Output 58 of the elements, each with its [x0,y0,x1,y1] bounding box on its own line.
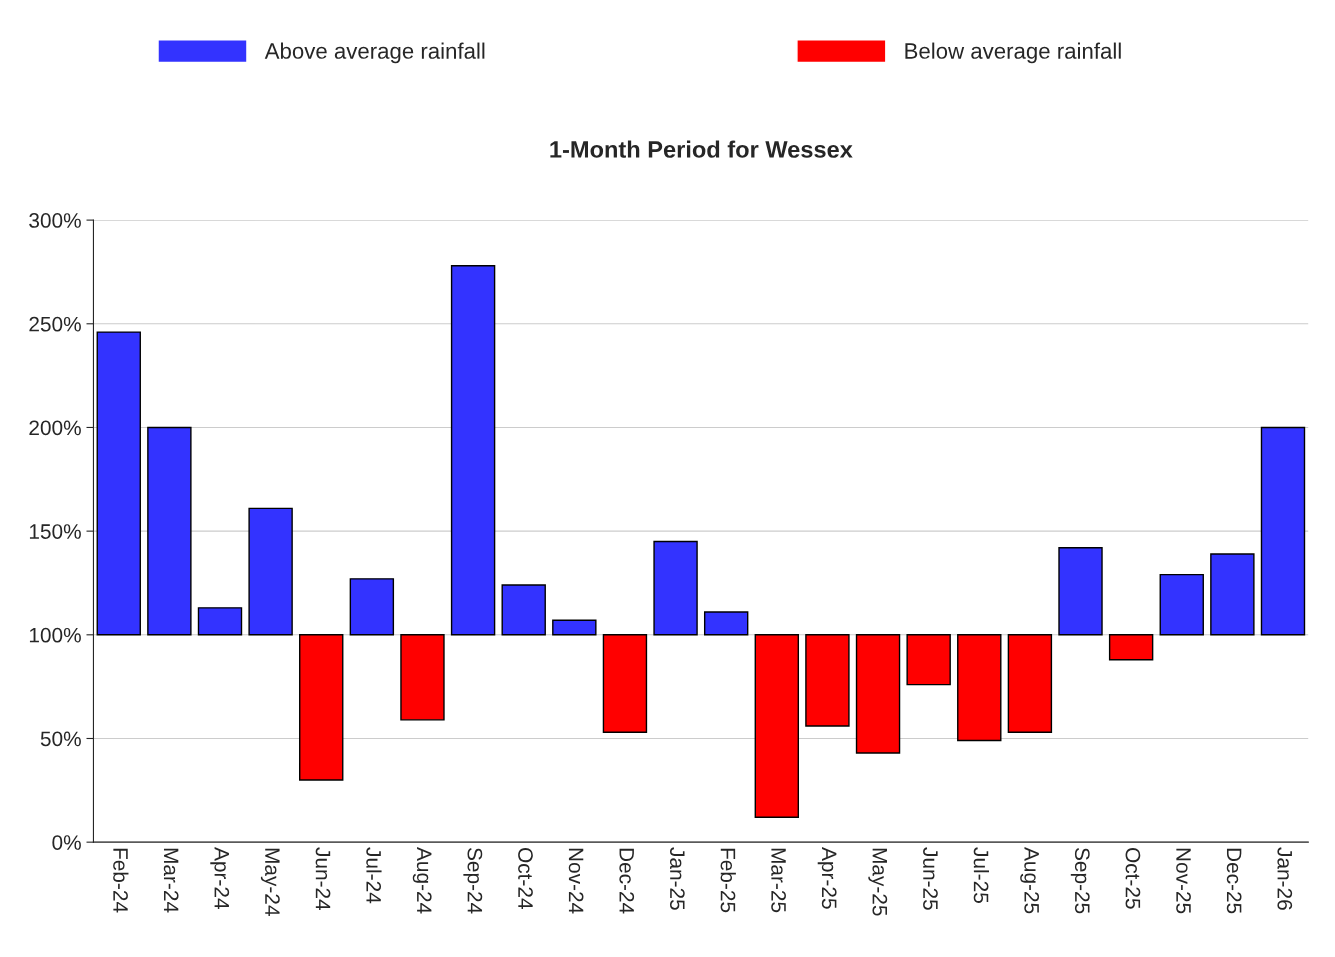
x-tick-label: Sep-24 [463,847,483,914]
bar [349,578,395,636]
bar [1108,634,1154,661]
x-tick-label: Jan-25 [669,847,685,910]
bar [602,634,648,733]
bar [96,331,141,636]
bar [1159,573,1204,636]
bar [957,634,1002,742]
y-tick-label: 50% [40,731,81,747]
x-tick-label: Mar-24 [163,848,179,913]
legend-label: Below average rainfall [905,42,1121,64]
bar [1210,553,1255,636]
x-tick-label: Feb-25 [720,848,736,913]
x-tick-label: Mar-25 [771,848,786,913]
bar [1260,426,1306,636]
y-tick-label: 200% [29,420,81,436]
x-tick-label: Feb-24 [113,848,129,913]
chart-title: 1-Month Period for Wessex [550,140,853,158]
x-tick-label: May-25 [868,848,888,916]
x-tick-label: Oct-25 [1125,848,1141,909]
bar [450,265,496,636]
y-tick-label: 250% [29,316,81,332]
bar [906,634,951,686]
x-tick-label: Sep-25 [1070,847,1090,914]
x-tick-label: Jul-24 [366,847,382,904]
x-tick-label: Dec-24 [619,848,635,914]
bar [653,540,698,636]
legend-label: Above average rainfall [264,42,485,64]
bar [703,611,749,636]
y-tick-label: 150% [29,524,81,539]
x-tick-label: Aug-24 [412,847,432,914]
bar [855,634,901,754]
x-tick-label: Apr-25 [817,847,837,909]
bar [805,634,850,727]
x-tick-label: Aug-25 [1020,847,1040,914]
y-tick-label: 100% [29,627,81,643]
bar [400,634,445,721]
x-tick-label: Nov-25 [1176,848,1191,914]
y-tick-label: 300% [29,213,81,228]
bar [299,634,344,781]
bar [248,507,293,636]
x-tick-label: Dec-25 [1226,848,1242,914]
bar [1058,547,1103,636]
bar [501,584,546,636]
x-tick-label: Jul-25 [973,847,989,903]
bar [552,619,597,636]
x-tick-label: Jun-24 [315,847,331,911]
x-tick-label: Jan-26 [1277,847,1293,910]
bar [754,634,800,818]
bar [197,607,243,636]
x-tick-label: Jun-25 [923,847,938,910]
x-tick-label: Oct-24 [518,848,533,909]
x-tick-label: May-24 [260,848,280,916]
x-tick-label: Nov-24 [568,848,584,914]
x-tick-label: Apr-24 [210,847,230,909]
bar [1007,634,1053,733]
y-tick-label: 0% [52,835,81,850]
bar [147,426,192,636]
